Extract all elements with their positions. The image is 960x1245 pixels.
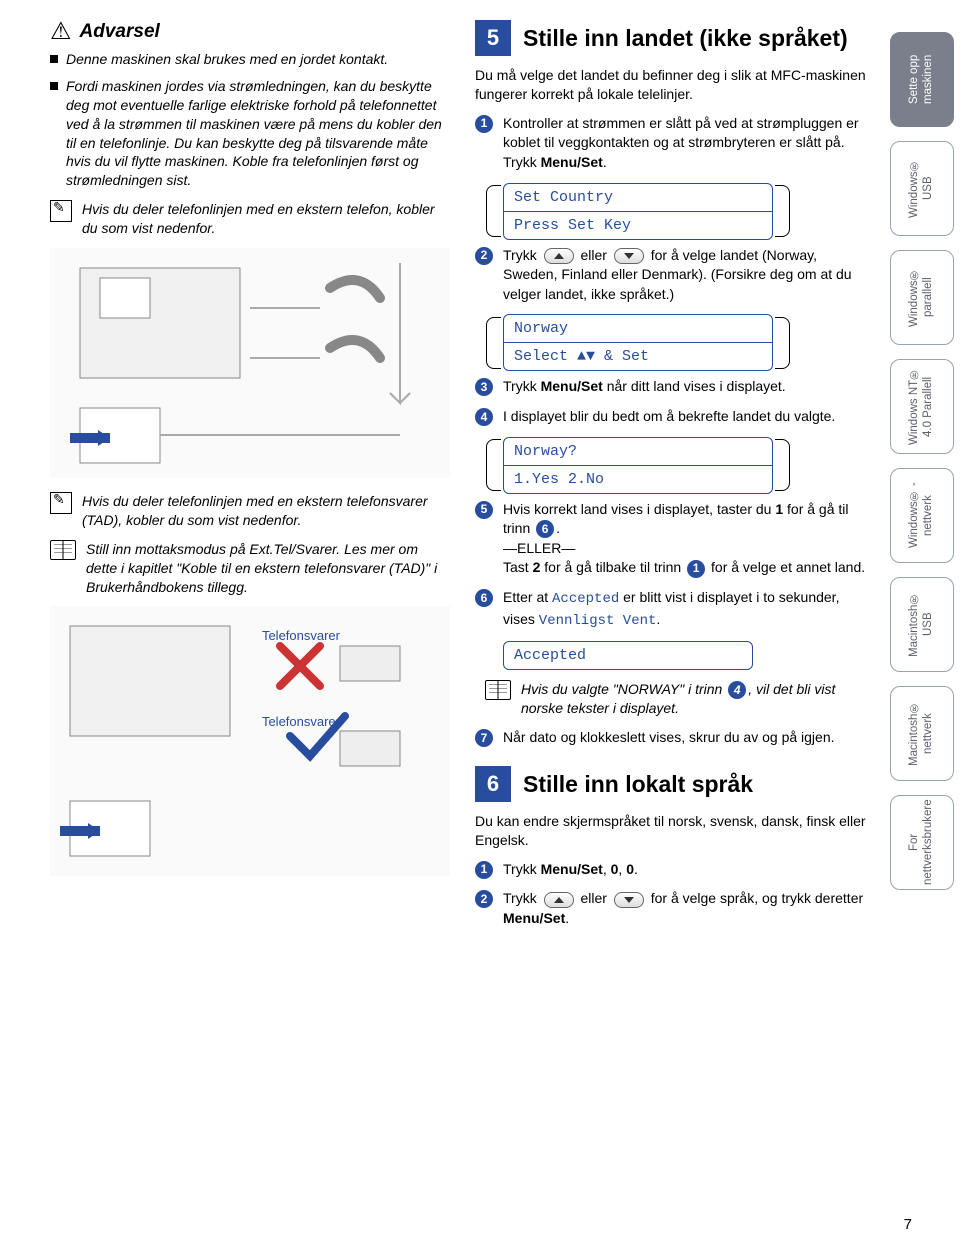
lcd-line: Select ▲▼ & Set bbox=[504, 342, 772, 370]
lcd-line: 1.Yes 2.No bbox=[504, 465, 772, 493]
side-tab-rail: Sette opp maskinen Windows® USB Windows®… bbox=[890, 32, 954, 890]
instruction-step: 4 I displayet blir du bedt om å bekrefte… bbox=[475, 407, 875, 427]
book-icon bbox=[485, 680, 511, 700]
note-row: Hvis du deler telefonlinjen med en ekste… bbox=[50, 200, 450, 238]
section-5-title: Stille inn landet (ikke språket) bbox=[523, 25, 848, 51]
book-icon bbox=[50, 540, 76, 560]
page-number: 7 bbox=[904, 1216, 912, 1233]
step-disc-2b: 2 bbox=[475, 890, 493, 908]
section-6-intro: Du kan endre skjermspråket til norsk, sv… bbox=[475, 812, 875, 850]
s6-step-1-text: Trykk Menu/Set, 0, 0. bbox=[503, 860, 638, 880]
pencil-note-icon bbox=[50, 200, 72, 222]
warning-icon: ⚠ bbox=[50, 20, 72, 44]
lcd-line: Press Set Key bbox=[504, 211, 772, 239]
lcd-display-2: Norway Select ▲▼ & Set bbox=[503, 314, 773, 371]
step-2-text: Trykk eller for å velge landet (Norway, … bbox=[503, 246, 875, 305]
book-note-5: Hvis du valgte "NORWAY" i trinn 4, vil d… bbox=[521, 680, 875, 718]
side-tab-mac-usb[interactable]: Macintosh® USB bbox=[890, 577, 954, 672]
note-text-1: Hvis du deler telefonlinjen med en ekste… bbox=[82, 200, 450, 238]
warning-header: ⚠ Advarsel bbox=[50, 20, 450, 44]
warning-title: Advarsel bbox=[80, 21, 160, 43]
down-button-icon bbox=[614, 248, 644, 264]
instruction-step: 5 Hvis korrekt land vises i displayet, t… bbox=[475, 500, 875, 578]
step-disc-2: 2 bbox=[475, 247, 493, 265]
warning-bullet: Denne maskinen skal brukes med en jordet… bbox=[50, 50, 450, 69]
lcd-line: Norway? bbox=[504, 438, 772, 465]
bullet-icon bbox=[50, 82, 58, 90]
side-tab-win-parallel[interactable]: Windows® parallell bbox=[890, 250, 954, 345]
section-6-title: Stille inn lokalt språk bbox=[523, 771, 753, 797]
step-6-text: Etter at Accepted er blitt vist i displa… bbox=[503, 588, 875, 631]
side-tab-setup[interactable]: Sette opp maskinen bbox=[890, 32, 954, 127]
tad-wiring-diagram: Telefonsvarer Telefonsvarer bbox=[50, 606, 450, 876]
note-row: Hvis du deler telefonlinjen med en ekste… bbox=[50, 492, 450, 530]
instruction-step: 7 Når dato og klokkeslett vises, skrur d… bbox=[475, 728, 875, 748]
step-number-box: 6 bbox=[475, 766, 511, 802]
side-tab-nt40[interactable]: Windows NT® 4.0 Parallell bbox=[890, 359, 954, 454]
step-7-text: Når dato og klokkeslett vises, skrur du … bbox=[503, 728, 835, 748]
note-text-2: Hvis du deler telefonlinjen med en ekste… bbox=[82, 492, 450, 530]
book-note-row: Hvis du valgte "NORWAY" i trinn 4, vil d… bbox=[485, 680, 875, 718]
warning-text-1: Denne maskinen skal brukes med en jordet… bbox=[66, 50, 388, 69]
step-disc-6: 6 bbox=[475, 589, 493, 607]
instruction-step: 3 Trykk Menu/Set når ditt land vises i d… bbox=[475, 377, 875, 397]
lcd-display-4: Accepted bbox=[503, 641, 753, 670]
up-button-icon bbox=[544, 248, 574, 264]
bullet-icon bbox=[50, 55, 58, 63]
step-1-text: Kontroller at strømmen er slått på ved a… bbox=[503, 114, 875, 173]
ref-disc-1: 1 bbox=[687, 560, 705, 578]
pencil-note-icon bbox=[50, 492, 72, 514]
section-5-intro: Du må velge det landet du befinner deg i… bbox=[475, 66, 875, 104]
side-tab-mac-network[interactable]: Macintosh® nettverk bbox=[890, 686, 954, 781]
s6-step-2-text: Trykk eller for å velge språk, og trykk … bbox=[503, 889, 875, 928]
section-6-heading: 6 Stille inn lokalt språk bbox=[475, 766, 875, 802]
step-disc-1: 1 bbox=[475, 115, 493, 133]
side-tab-win-usb[interactable]: Windows® USB bbox=[890, 141, 954, 236]
instruction-step: 2 Trykk eller for å velge språk, og tryk… bbox=[475, 889, 875, 928]
step-disc-5: 5 bbox=[475, 501, 493, 519]
section-5-heading: 5 Stille inn landet (ikke språket) bbox=[475, 20, 875, 56]
warning-text-2: Fordi maskinen jordes via strømledningen… bbox=[66, 77, 450, 190]
instruction-step: 1 Trykk Menu/Set, 0, 0. bbox=[475, 860, 875, 880]
instruction-step: 6 Etter at Accepted er blitt vist i disp… bbox=[475, 588, 875, 631]
tad-label-2: Telefonsvarer bbox=[262, 714, 340, 729]
step-3-text: Trykk Menu/Set når ditt land vises i dis… bbox=[503, 377, 786, 397]
book-note-row: Still inn mottaksmodus på Ext.Tel/Svarer… bbox=[50, 540, 450, 597]
warning-bullet: Fordi maskinen jordes via strømledningen… bbox=[50, 77, 450, 190]
side-tab-win-network[interactable]: Windows® -nettverk bbox=[890, 468, 954, 563]
step-disc-4: 4 bbox=[475, 408, 493, 426]
lcd-line: Set Country bbox=[504, 184, 772, 211]
step-number-box: 5 bbox=[475, 20, 511, 56]
lcd-line: Norway bbox=[504, 315, 772, 342]
step-disc-3: 3 bbox=[475, 378, 493, 396]
up-button-icon bbox=[544, 892, 574, 908]
ref-disc-4: 4 bbox=[728, 681, 746, 699]
lcd-display-3: Norway? 1.Yes 2.No bbox=[503, 437, 773, 494]
step-5-text: Hvis korrekt land vises i displayet, tas… bbox=[503, 500, 875, 578]
step-4-text: I displayet blir du bedt om å bekrefte l… bbox=[503, 407, 835, 427]
lcd-display-1: Set Country Press Set Key bbox=[503, 183, 773, 240]
instruction-step: 2 Trykk eller for å velge landet (Norway… bbox=[475, 246, 875, 305]
side-tab-network-users[interactable]: For nettverksbrukere bbox=[890, 795, 954, 890]
tad-label-1: Telefonsvarer bbox=[262, 628, 340, 643]
ref-disc-6: 6 bbox=[536, 520, 554, 538]
step-disc-1b: 1 bbox=[475, 861, 493, 879]
step-disc-7: 7 bbox=[475, 729, 493, 747]
phone-wiring-diagram-1 bbox=[50, 248, 450, 478]
instruction-step: 1 Kontroller at strømmen er slått på ved… bbox=[475, 114, 875, 173]
book-note-text: Still inn mottaksmodus på Ext.Tel/Svarer… bbox=[86, 540, 450, 597]
down-button-icon bbox=[614, 892, 644, 908]
